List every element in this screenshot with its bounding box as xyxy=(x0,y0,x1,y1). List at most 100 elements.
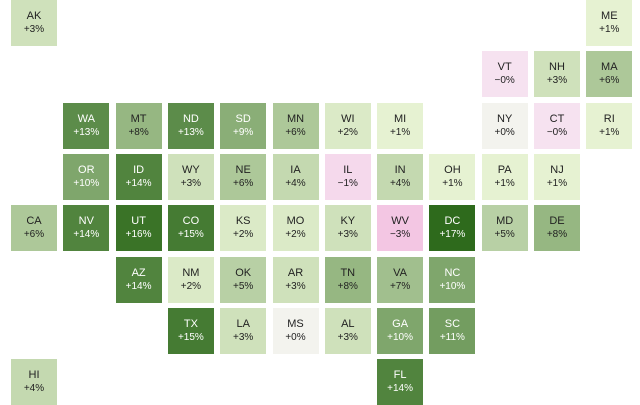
state-tile-wi[interactable]: WI +2% xyxy=(324,102,371,149)
state-change-value: +6% xyxy=(285,126,306,138)
state-tile-mi[interactable]: MI +1% xyxy=(377,102,424,149)
state-abbr: AR xyxy=(287,266,304,279)
state-abbr: MN xyxy=(286,112,305,125)
state-change-value: +13% xyxy=(73,126,100,138)
state-tile-tx[interactable]: TX +15% xyxy=(167,307,214,354)
state-abbr: MD xyxy=(496,215,514,228)
state-change-value: −0% xyxy=(546,126,568,138)
state-tile-mt[interactable]: MT +8% xyxy=(115,102,162,149)
state-tile-nc[interactable]: NC +10% xyxy=(429,256,476,303)
state-tile-ks[interactable]: KS +2% xyxy=(220,205,267,252)
state-change-value: +0% xyxy=(494,126,515,138)
state-tile-ne[interactable]: NE +6% xyxy=(220,153,267,200)
state-tile-dc[interactable]: DC +17% xyxy=(429,205,476,252)
state-abbr: HI xyxy=(28,369,40,382)
state-change-value: +10% xyxy=(387,331,414,343)
state-tile-wv[interactable]: WV −3% xyxy=(377,205,424,252)
state-abbr: OR xyxy=(78,163,95,176)
state-change-value: +2% xyxy=(285,229,306,241)
state-change-value: +6% xyxy=(599,75,620,87)
state-tile-nh[interactable]: NH +3% xyxy=(534,51,580,98)
state-tile-ky[interactable]: KY +3% xyxy=(324,205,371,252)
state-change-value: +5% xyxy=(233,280,254,292)
state-tile-sd[interactable]: SD +9% xyxy=(220,102,267,149)
state-abbr: ND xyxy=(182,112,199,125)
state-tile-pa[interactable]: PA +1% xyxy=(481,153,528,200)
state-change-value: +11% xyxy=(439,331,465,343)
state-abbr: WY xyxy=(182,163,200,176)
state-abbr: MA xyxy=(601,61,618,74)
state-tile-fl[interactable]: FL +14% xyxy=(377,359,424,405)
state-tile-vt[interactable]: VT −0% xyxy=(481,51,528,98)
state-change-value: +6% xyxy=(233,177,254,189)
state-tile-oh[interactable]: OH +1% xyxy=(429,153,476,200)
state-tile-wa[interactable]: WA +13% xyxy=(63,102,110,149)
state-change-value: +2% xyxy=(233,229,254,241)
state-change-value: +6% xyxy=(23,229,45,241)
state-abbr: OK xyxy=(235,266,252,279)
state-tile-id[interactable]: ID +14% xyxy=(115,153,162,200)
state-change-value: +9% xyxy=(233,126,254,138)
state-tile-ak[interactable]: AK +3% xyxy=(11,0,57,46)
state-abbr: NC xyxy=(444,266,461,279)
state-change-value: +8% xyxy=(337,280,358,292)
state-tile-de[interactable]: DE +8% xyxy=(534,205,580,252)
state-change-value: +0% xyxy=(285,331,306,343)
state-tile-nv[interactable]: NV +14% xyxy=(63,205,110,252)
state-tile-mo[interactable]: MO +2% xyxy=(272,205,319,252)
state-abbr: MO xyxy=(286,215,305,228)
state-abbr: GA xyxy=(392,317,409,330)
state-tile-nd[interactable]: ND +13% xyxy=(167,102,214,149)
state-tile-tn[interactable]: TN +8% xyxy=(324,256,371,303)
state-tile-nj[interactable]: NJ +1% xyxy=(534,153,580,200)
state-tile-va[interactable]: VA +7% xyxy=(377,256,424,303)
state-change-value: +8% xyxy=(128,126,149,138)
state-tile-mn[interactable]: MN +6% xyxy=(272,102,319,149)
state-tile-ga[interactable]: GA +10% xyxy=(377,307,424,354)
state-change-value: +2% xyxy=(337,126,358,138)
state-abbr: UT xyxy=(131,215,146,228)
state-abbr: NV xyxy=(78,215,94,228)
state-tile-la[interactable]: LA +3% xyxy=(220,307,267,354)
state-tile-me[interactable]: ME +1% xyxy=(586,0,633,46)
state-tile-wy[interactable]: WY +3% xyxy=(167,153,214,200)
state-tile-ia[interactable]: IA +4% xyxy=(272,153,319,200)
state-abbr: MT xyxy=(130,112,147,125)
state-abbr: AZ xyxy=(131,266,146,279)
state-tile-az[interactable]: AZ +14% xyxy=(115,256,162,303)
state-tile-ct[interactable]: CT −0% xyxy=(534,102,580,149)
state-tile-in[interactable]: IN +4% xyxy=(377,153,424,200)
state-change-value: +1% xyxy=(442,177,463,189)
state-tile-ma[interactable]: MA +6% xyxy=(586,51,633,98)
state-tile-ok[interactable]: OK +5% xyxy=(220,256,267,303)
state-tile-ar[interactable]: AR +3% xyxy=(272,256,319,303)
state-tile-ny[interactable]: NY +0% xyxy=(481,102,528,149)
state-abbr: ID xyxy=(133,163,145,176)
state-change-value: +3% xyxy=(23,24,45,35)
state-abbr: SD xyxy=(235,112,251,125)
state-change-value: +17% xyxy=(439,229,466,241)
state-tile-co[interactable]: CO +15% xyxy=(167,205,214,252)
state-change-value: +10% xyxy=(439,280,466,292)
state-abbr: LA xyxy=(236,317,250,330)
state-tile-il[interactable]: IL −1% xyxy=(324,153,371,200)
state-tile-ri[interactable]: RI +1% xyxy=(586,102,633,149)
state-tile-hi[interactable]: HI +4% xyxy=(11,359,57,405)
state-abbr: SC xyxy=(444,317,461,330)
state-abbr: IN xyxy=(394,163,406,176)
state-change-value: +14% xyxy=(125,280,152,292)
state-abbr: IA xyxy=(290,163,301,176)
state-tile-or[interactable]: OR +10% xyxy=(63,153,110,200)
state-tile-ms[interactable]: MS +0% xyxy=(272,307,319,354)
state-tile-ca[interactable]: CA +6% xyxy=(11,205,57,252)
state-change-value: +3% xyxy=(337,331,358,343)
state-abbr: TN xyxy=(340,266,356,279)
state-abbr: AK xyxy=(26,10,42,22)
state-tile-md[interactable]: MD +5% xyxy=(481,205,528,252)
state-tile-sc[interactable]: SC +11% xyxy=(429,307,476,354)
state-tile-al[interactable]: AL +3% xyxy=(324,307,371,354)
state-abbr: NJ xyxy=(550,163,564,176)
state-tile-nm[interactable]: NM +2% xyxy=(167,256,214,303)
state-tile-ut[interactable]: UT +16% xyxy=(115,205,162,252)
state-abbr: PA xyxy=(497,163,512,176)
